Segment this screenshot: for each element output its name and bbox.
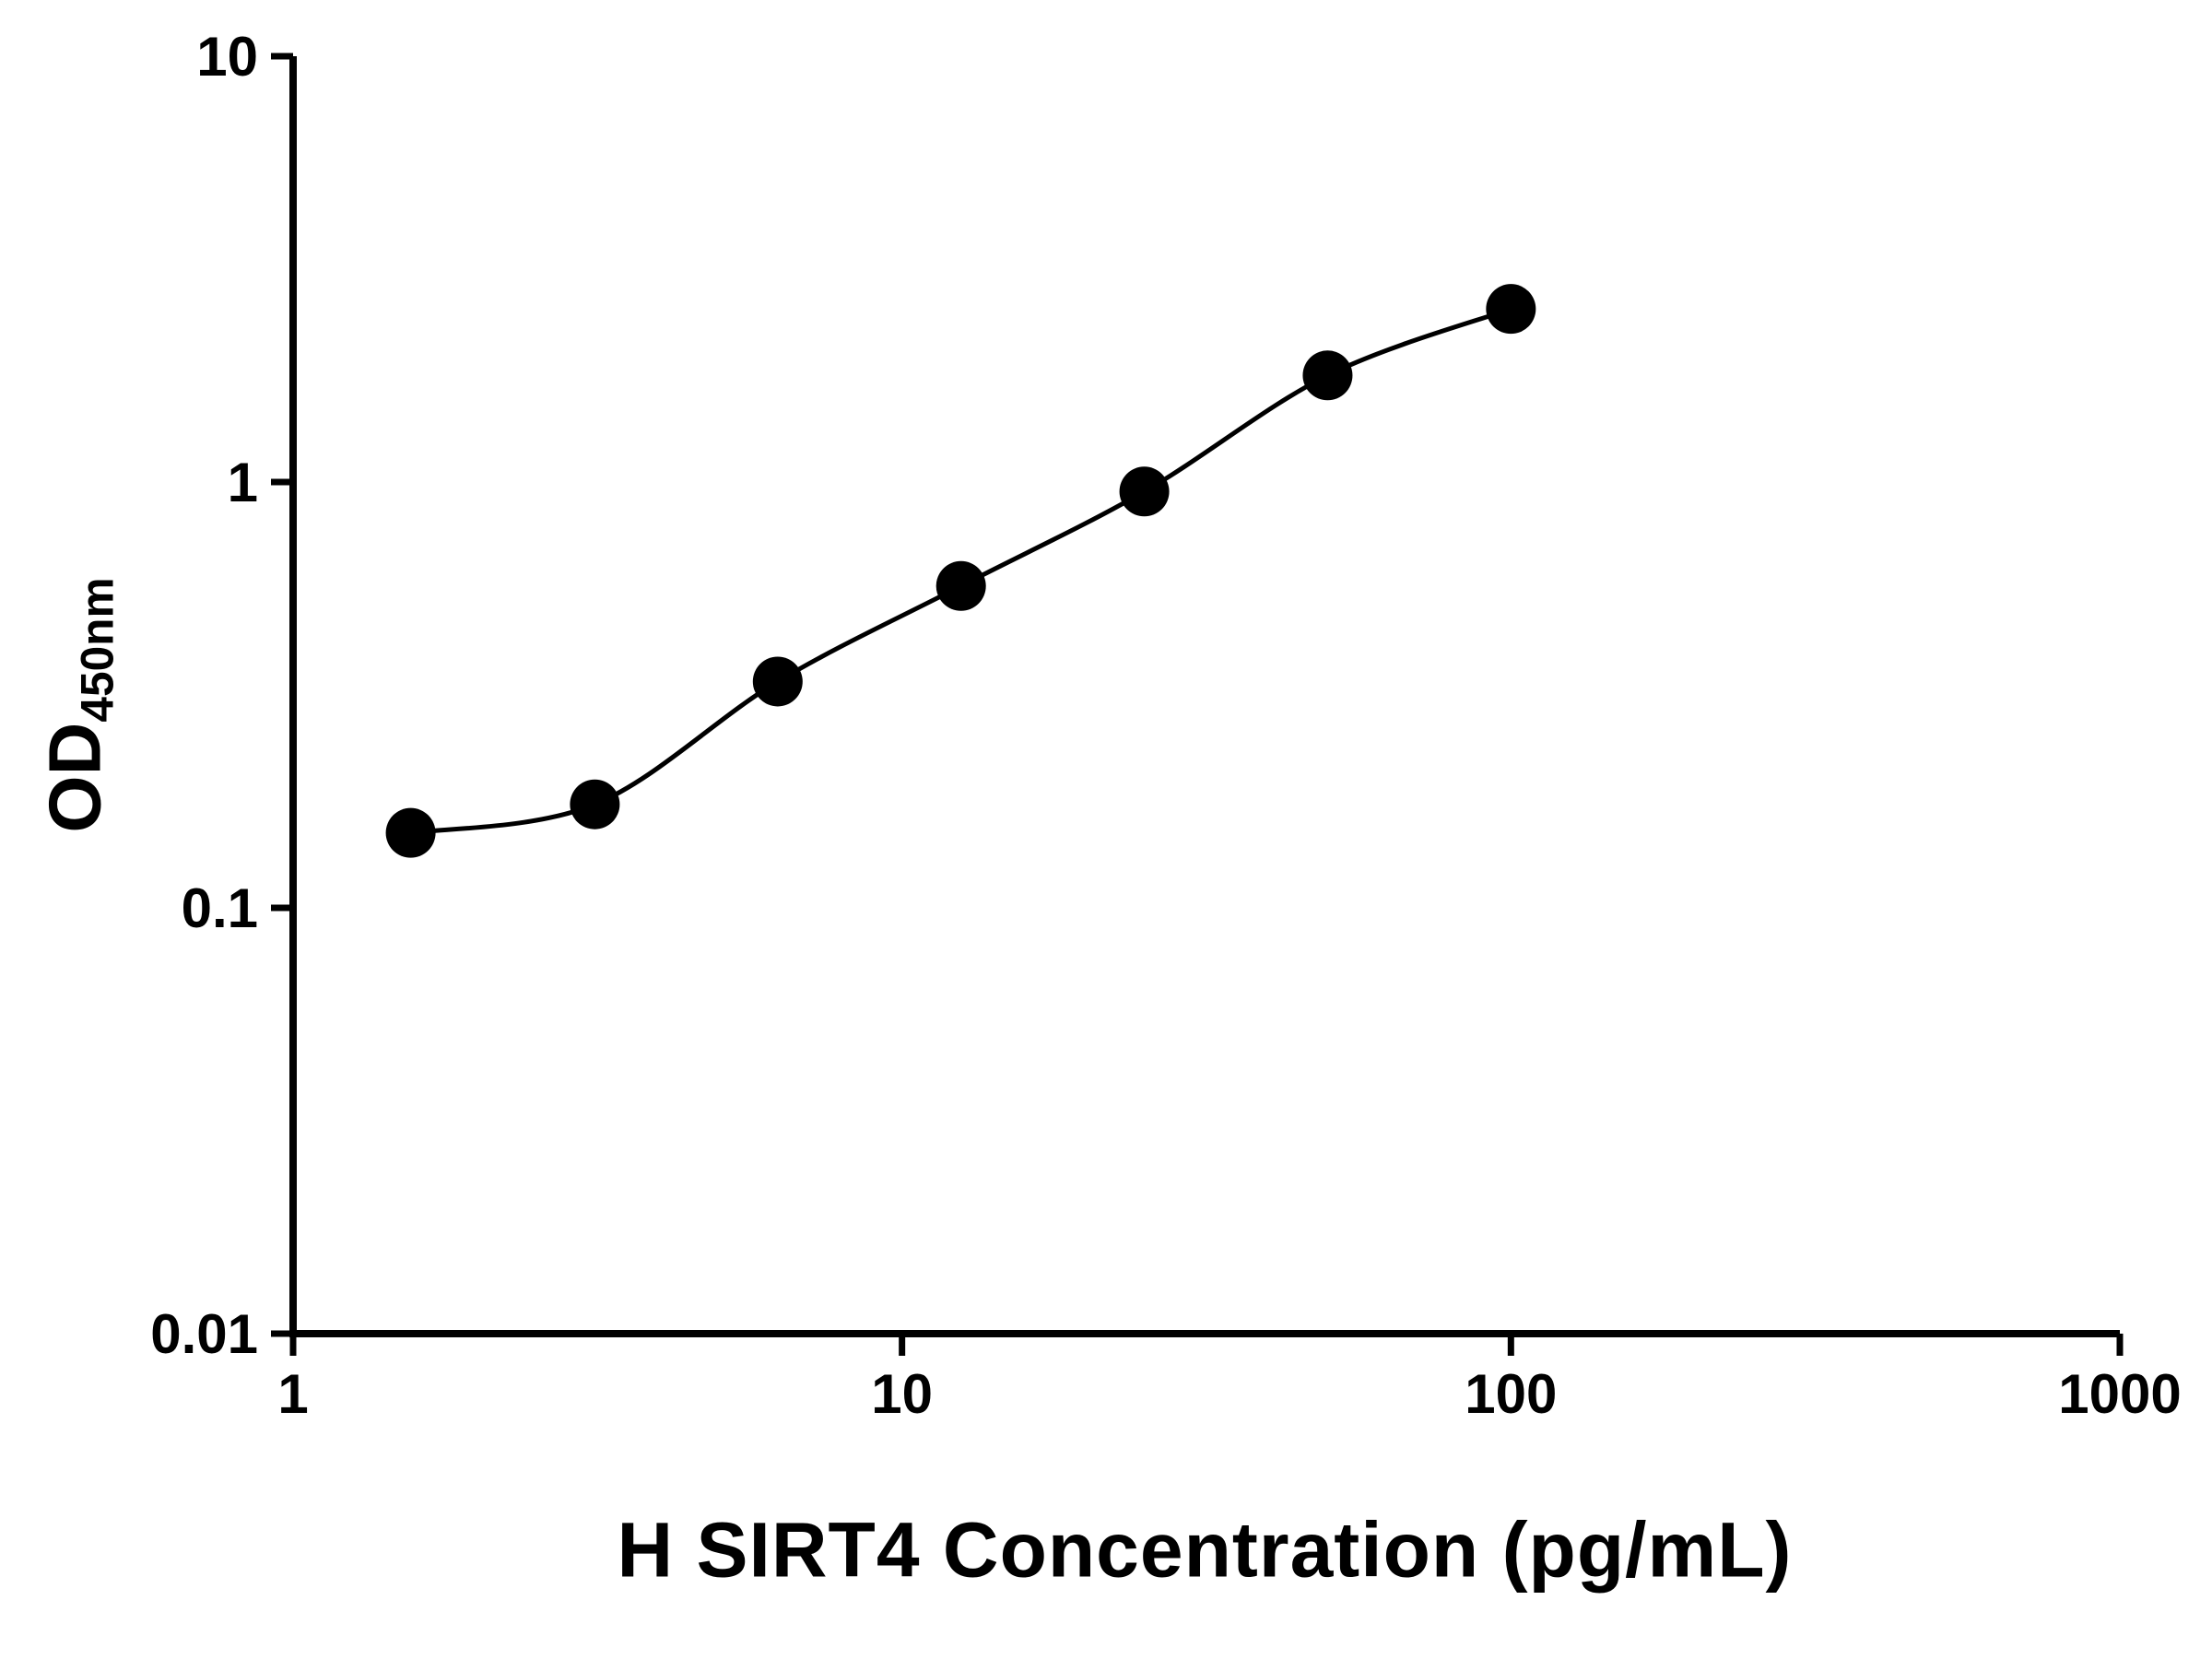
y-axis-title-main: OD [33,722,116,833]
x-axis-title: H SIRT4 Concentration (pg/mL) [617,1506,1793,1594]
data-point [1486,284,1536,335]
x-tick-label: 1000 [2058,1363,2181,1425]
y-tick-label: 0.1 [182,877,258,939]
y-axis-title: OD450nm [33,577,124,832]
y-tick-label: 0.01 [150,1303,258,1365]
data-point [385,807,436,858]
data-point [935,560,986,611]
x-tick-label: 100 [1465,1363,1557,1425]
data-point [570,779,620,830]
data-point [752,656,803,707]
y-tick-label: 10 [196,26,258,88]
y-axis-title-sub: 450nm [71,577,124,723]
x-tick-label: 10 [871,1363,933,1425]
data-point [1302,350,1353,401]
data-point [1119,466,1170,517]
y-tick-label: 1 [228,452,258,513]
x-tick-label: 1 [277,1363,308,1425]
